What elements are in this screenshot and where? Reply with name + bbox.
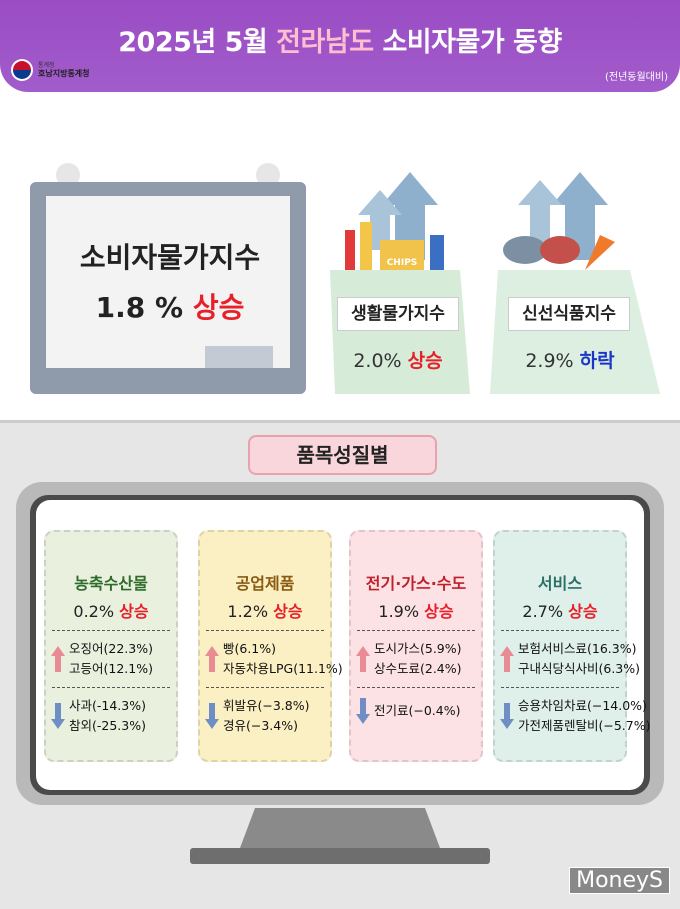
logo-office: 호남지방통계청 xyxy=(38,69,90,78)
logo: 통계청 호남지방통계청 xyxy=(8,58,98,84)
separator xyxy=(52,687,170,688)
down-item: 전기료(−0.4%) xyxy=(374,703,461,718)
title-topic: 소비자물가 동향 xyxy=(382,27,562,58)
card-label: 신선식품지수 xyxy=(508,297,630,331)
card-value-line: 2.0% 상승 xyxy=(333,346,463,373)
down-items: 승용차임차료(−14.0%) 가전제품렌탈비(−5.7%) xyxy=(518,696,650,736)
up-item: 구내식당식사비(6.3%) xyxy=(518,661,641,676)
separator xyxy=(52,630,170,631)
down-item: 가전제품렌탈비(−5.7%) xyxy=(518,718,651,733)
up-arrow xyxy=(500,646,514,672)
down-arrow xyxy=(356,698,370,724)
category-direction: 상승 xyxy=(424,602,454,621)
tv-stand xyxy=(190,808,490,864)
category-value-line: 0.2% 상승 xyxy=(46,598,176,622)
up-items: 빵(6.1%) 자동차용LPG(11.1%) xyxy=(223,639,343,679)
down-items: 휘발유(−3.8%) 경유(−3.4%) xyxy=(223,696,309,736)
category-value: 1.9% xyxy=(378,602,420,621)
main-value: 1.8 % xyxy=(95,291,184,324)
category-direction: 상승 xyxy=(119,602,149,621)
separator xyxy=(206,630,324,631)
separator xyxy=(501,687,619,688)
up-item: 보험서비스료(16.3%) xyxy=(518,641,637,656)
separator xyxy=(357,630,475,631)
title-date: 2025년 5월 xyxy=(118,27,268,58)
down-item: 경유(−3.4%) xyxy=(223,718,298,733)
category-value: 1.2% xyxy=(227,602,269,621)
separator xyxy=(501,630,619,631)
category-name: 공업제품 xyxy=(235,574,295,593)
down-row: 사과(-14.3%) 참외(-25.3%) xyxy=(50,696,176,736)
up-row: 보험서비스료(16.3%) 구내식당식사비(6.3%) xyxy=(499,639,640,679)
down-row: 휘발유(−3.8%) 경유(−3.4%) xyxy=(204,696,330,736)
down-item: 사과(-14.3%) xyxy=(69,698,146,713)
category-value-line: 1.9% 상승 xyxy=(351,598,481,622)
category-name: 서비스 xyxy=(537,574,583,593)
card-direction: 하락 xyxy=(579,350,615,372)
up-item: 상수도료(2.4%) xyxy=(374,661,462,676)
down-item: 승용차임차료(−14.0%) xyxy=(518,698,647,713)
title: 2025년 5월 전라남도 소비자물가 동향 xyxy=(0,20,680,59)
up-item: 오징어(22.3%) xyxy=(69,641,153,656)
card-value-line: 2.9% 하락 xyxy=(505,346,635,373)
down-items: 전기료(−0.4%) xyxy=(374,701,460,721)
chips-text: CHIPS xyxy=(387,258,418,268)
main-label: 소비자물가지수 xyxy=(79,241,261,274)
down-items: 사과(-14.3%) 참외(-25.3%) xyxy=(69,696,146,736)
down-arrow xyxy=(500,703,514,729)
separator xyxy=(357,687,475,688)
note: (전년동월대비) xyxy=(604,72,668,83)
up-item: 고등어(12.1%) xyxy=(69,661,153,676)
logo-agency: 통계청 xyxy=(38,62,55,69)
down-row: 전기료(−0.4%) xyxy=(355,696,481,726)
main-direction: 상승 xyxy=(192,291,245,324)
up-arrow xyxy=(51,646,65,672)
down-item: 참외(-25.3%) xyxy=(69,718,146,733)
up-arrow xyxy=(356,646,370,672)
up-row: 빵(6.1%) 자동차용LPG(11.1%) xyxy=(204,639,343,679)
watermark: MoneyS xyxy=(569,867,670,894)
category-name: 농축수산물 xyxy=(74,574,148,593)
section-title: 품목성질별 xyxy=(248,435,437,475)
up-item: 도시가스(5.9%) xyxy=(374,641,462,656)
category-name: 전기·가스·수도 xyxy=(365,574,467,593)
up-items: 보험서비스료(16.3%) 구내식당식사비(6.3%) xyxy=(518,639,640,679)
category-value: 0.2% xyxy=(73,602,115,621)
up-row: 오징어(22.3%) 고등어(12.1%) xyxy=(50,639,176,679)
down-item: 휘발유(−3.8%) xyxy=(223,698,310,713)
logo-mark xyxy=(11,59,33,81)
up-item: 자동차용LPG(11.1%) xyxy=(223,661,343,676)
category-value-line: 1.2% 상승 xyxy=(200,598,330,622)
card-value: 2.9% xyxy=(525,350,574,372)
up-item: 빵(6.1%) xyxy=(223,641,277,656)
separator xyxy=(206,687,324,688)
category-value-line: 2.7% 상승 xyxy=(495,598,625,622)
card-label: 생활물가지수 xyxy=(337,297,459,331)
down-row: 승용차임차료(−14.0%) 가전제품렌탈비(−5.7%) xyxy=(499,696,650,736)
category-direction: 상승 xyxy=(273,602,303,621)
main-value-line: 1.8 % 상승 xyxy=(40,286,300,326)
category-direction: 상승 xyxy=(568,602,598,621)
down-arrow xyxy=(51,703,65,729)
header-band xyxy=(0,0,680,92)
card-direction: 상승 xyxy=(407,350,443,372)
up-row: 도시가스(5.9%) 상수도료(2.4%) xyxy=(355,639,481,679)
title-region: 전라남도 xyxy=(276,27,374,58)
down-arrow xyxy=(205,703,219,729)
up-arrow xyxy=(205,646,219,672)
up-items: 오징어(22.3%) 고등어(12.1%) xyxy=(69,639,153,679)
up-items: 도시가스(5.9%) 상수도료(2.4%) xyxy=(374,639,462,679)
card-value: 2.0% xyxy=(353,350,402,372)
category-value: 2.7% xyxy=(522,602,564,621)
